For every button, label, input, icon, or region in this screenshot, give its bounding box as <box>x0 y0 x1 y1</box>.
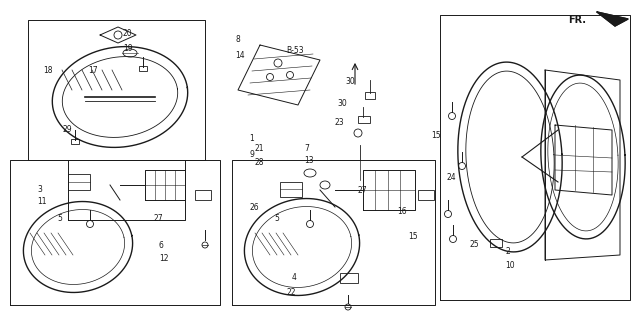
Text: 9: 9 <box>250 150 255 159</box>
Text: 22: 22 <box>287 289 296 297</box>
Text: 13: 13 <box>304 156 314 165</box>
Bar <box>71 139 79 144</box>
Text: 26: 26 <box>250 203 259 212</box>
Text: 15: 15 <box>408 232 418 241</box>
Text: 18: 18 <box>44 66 53 75</box>
Text: 6: 6 <box>159 241 164 250</box>
Text: 29: 29 <box>63 125 72 134</box>
Text: 5: 5 <box>58 215 63 223</box>
Text: FR.: FR. <box>568 15 586 26</box>
Text: 30: 30 <box>337 100 347 108</box>
Bar <box>340 273 358 283</box>
Text: 11: 11 <box>37 197 47 206</box>
Text: 12: 12 <box>159 255 168 263</box>
Text: 7: 7 <box>304 144 309 152</box>
Text: 27: 27 <box>357 186 367 195</box>
Text: 3: 3 <box>37 185 42 193</box>
Text: 24: 24 <box>447 174 456 182</box>
Ellipse shape <box>123 49 137 57</box>
Bar <box>195 190 211 200</box>
Text: 16: 16 <box>397 207 406 215</box>
Text: 4: 4 <box>291 273 296 282</box>
Bar <box>68 174 90 190</box>
Polygon shape <box>597 12 628 26</box>
Bar <box>418 190 434 200</box>
Text: 27: 27 <box>154 215 163 223</box>
Text: 2: 2 <box>506 248 510 256</box>
Text: 21: 21 <box>255 144 264 152</box>
Text: 25: 25 <box>470 240 479 249</box>
Text: 17: 17 <box>88 66 98 75</box>
Text: 15: 15 <box>431 131 441 140</box>
Bar <box>490 239 502 247</box>
Text: 14: 14 <box>236 51 245 60</box>
Text: 30: 30 <box>346 77 355 86</box>
Text: 1: 1 <box>250 134 254 143</box>
Text: 10: 10 <box>506 261 515 270</box>
Bar <box>358 116 370 123</box>
Ellipse shape <box>304 169 316 177</box>
Text: 23: 23 <box>334 118 344 127</box>
Bar <box>280 182 302 197</box>
Ellipse shape <box>320 181 330 189</box>
Bar <box>139 66 147 71</box>
Bar <box>365 92 375 99</box>
Text: 5: 5 <box>274 215 279 223</box>
Text: 28: 28 <box>255 158 264 167</box>
Text: 20: 20 <box>123 29 132 37</box>
Text: 8: 8 <box>236 35 240 44</box>
Text: B-53: B-53 <box>287 46 305 55</box>
Text: 19: 19 <box>123 44 132 53</box>
